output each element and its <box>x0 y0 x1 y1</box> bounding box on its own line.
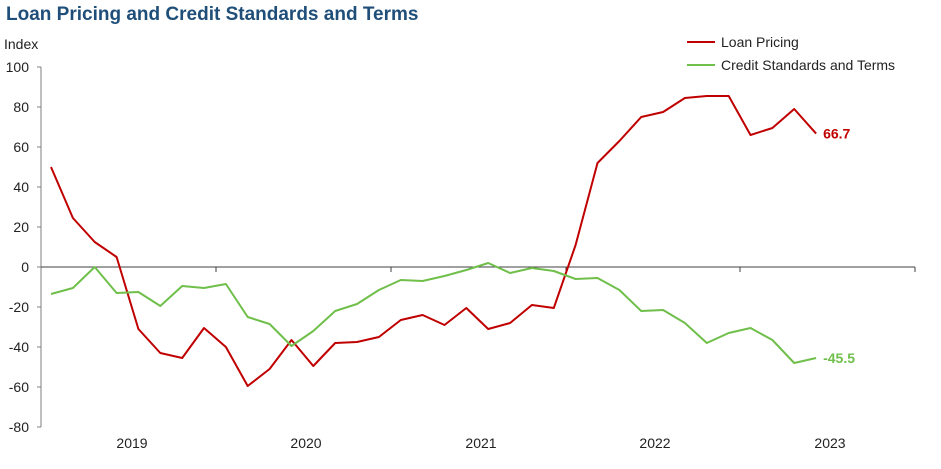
series-line-credit-standards <box>50 262 817 364</box>
legend-item-loan-pricing: Loan Pricing <box>687 34 799 50</box>
data-label-end-loan-pricing: 66.7 <box>823 126 850 142</box>
legend-label-credit-standards: Credit Standards and Terms <box>721 57 896 73</box>
data-label-end-credit-standards: -45.5 <box>823 350 855 366</box>
legend-label-loan-pricing: Loan Pricing <box>721 34 799 50</box>
y-tick-label: -40 <box>9 339 29 355</box>
legend-swatch-loan-pricing <box>687 41 715 43</box>
y-tick-label: 0 <box>21 259 29 275</box>
y-tick-label: 20 <box>13 219 29 235</box>
x-tick-label: 2019 <box>116 435 147 451</box>
y-tick-label: 80 <box>13 99 29 115</box>
chart-title: Loan Pricing and Credit Standards and Te… <box>6 4 419 25</box>
series-line-loan-pricing <box>50 95 817 387</box>
y-tick-label: -60 <box>9 379 29 395</box>
x-tick-label: 2020 <box>290 435 321 451</box>
y-tick-label: 40 <box>13 179 29 195</box>
y-tick-label: -20 <box>9 299 29 315</box>
y-tick-label: -80 <box>9 419 29 435</box>
y-tick-label: 100 <box>6 59 30 75</box>
y-axis-title: Index <box>4 36 39 52</box>
x-tick-label: 2022 <box>639 435 670 451</box>
legend-item-credit-standards: Credit Standards and Terms <box>687 57 895 73</box>
x-tick-label: 2023 <box>814 435 845 451</box>
y-tick-label: 60 <box>13 139 29 155</box>
x-tick-label: 2021 <box>465 435 496 451</box>
legend-swatch-credit-standards <box>687 64 715 66</box>
